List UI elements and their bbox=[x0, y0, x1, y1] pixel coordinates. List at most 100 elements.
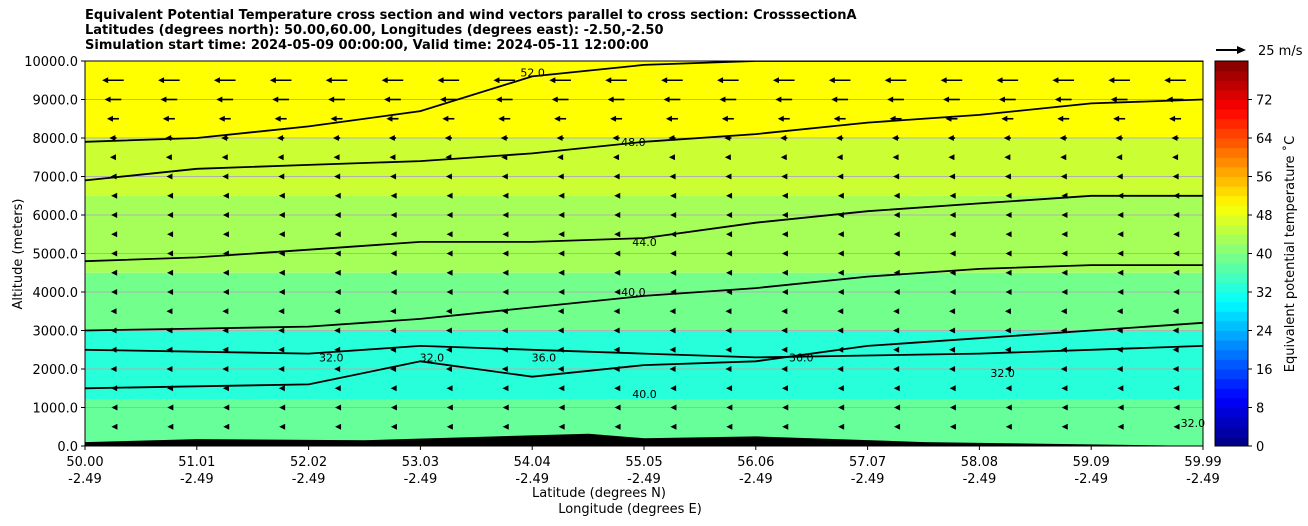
wind-vector-head bbox=[893, 212, 900, 218]
terrain-shape bbox=[85, 433, 1203, 446]
wind-vector-head bbox=[446, 192, 453, 199]
wind-vector bbox=[1005, 192, 1012, 199]
wind-vector bbox=[166, 346, 173, 353]
wind-vector bbox=[110, 366, 117, 372]
wind-vector-head bbox=[833, 115, 840, 122]
wind-vector bbox=[1060, 308, 1067, 315]
wind-vector-head bbox=[1057, 115, 1064, 122]
wind-vector-head bbox=[390, 423, 397, 430]
wind-vector bbox=[335, 404, 342, 411]
colorbar-swatch bbox=[1215, 388, 1248, 399]
wind-vector-head bbox=[782, 423, 789, 430]
y-tick-label: 2000.0 bbox=[33, 363, 79, 378]
wind-vector-head bbox=[1115, 135, 1122, 141]
contour-label: 44.0 bbox=[632, 236, 657, 249]
wind-vector-head bbox=[1060, 173, 1067, 180]
wind-vector bbox=[334, 269, 341, 276]
wind-vector-head bbox=[1060, 366, 1067, 372]
wind-vector bbox=[439, 96, 457, 103]
contour-32 bbox=[85, 344, 1203, 359]
wind-vector bbox=[612, 135, 620, 141]
wind-vector-head bbox=[554, 115, 561, 122]
wind-vector bbox=[111, 385, 118, 392]
wind-vector-head bbox=[386, 115, 393, 122]
wind-vector-head bbox=[1172, 327, 1179, 334]
colorbar-swatch bbox=[1215, 369, 1248, 380]
x-tick-label-lon: -2.49 bbox=[404, 472, 438, 487]
wind-vector-head bbox=[613, 308, 620, 315]
colorbar-swatch bbox=[1215, 311, 1248, 322]
y-tick-label: 5000.0 bbox=[33, 248, 79, 263]
wind-vector-head bbox=[949, 404, 956, 411]
wind-vector bbox=[334, 289, 341, 295]
wind-vector bbox=[501, 346, 508, 353]
wind-vector bbox=[1060, 173, 1067, 180]
wind-vector bbox=[1003, 135, 1011, 141]
wind-vector-head bbox=[437, 77, 444, 84]
wind-vector-head bbox=[1169, 115, 1176, 122]
wind-vector-head bbox=[110, 346, 117, 353]
wind-vector-head bbox=[334, 346, 341, 353]
wind-vector bbox=[390, 173, 397, 180]
wind-vector-head bbox=[613, 173, 620, 180]
wind-vector-head bbox=[1173, 231, 1180, 238]
wind-vector bbox=[167, 192, 174, 199]
theta-e-contours bbox=[85, 61, 1203, 390]
wind-vector bbox=[613, 327, 620, 334]
wind-vector-head bbox=[111, 289, 118, 295]
y-tick-label: 6000.0 bbox=[33, 209, 79, 224]
wind-vector-head bbox=[893, 308, 900, 315]
wind-vector-head bbox=[894, 404, 901, 411]
wind-vector bbox=[893, 269, 900, 276]
wind-vector bbox=[1116, 308, 1123, 315]
wind-vector-head bbox=[661, 77, 668, 84]
wind-vector bbox=[947, 135, 956, 141]
colorbar-swatch bbox=[1215, 166, 1248, 177]
wind-vector-head bbox=[222, 231, 229, 238]
wind-vector-head bbox=[669, 366, 676, 372]
wind-vector bbox=[1005, 385, 1012, 392]
wind-vector bbox=[837, 250, 844, 257]
wind-vector-head bbox=[334, 327, 341, 334]
wind-vector-head bbox=[670, 212, 677, 218]
wind-vector bbox=[110, 308, 117, 315]
wind-vector-head bbox=[1117, 250, 1124, 257]
wind-key-arrowhead bbox=[1237, 46, 1246, 54]
wind-vector bbox=[725, 308, 732, 315]
wind-vector bbox=[445, 154, 452, 161]
wind-vector-head bbox=[726, 423, 733, 430]
wind-vector bbox=[334, 366, 341, 372]
wind-vector bbox=[558, 231, 565, 238]
colorbar-tick-label: 48 bbox=[1256, 209, 1273, 224]
wind-vector-head bbox=[1173, 385, 1180, 392]
colorbar-swatch bbox=[1215, 349, 1248, 360]
wind-vector-head bbox=[278, 231, 285, 238]
wind-vector-head bbox=[949, 366, 956, 372]
wind-vector-head bbox=[446, 289, 453, 295]
wind-vector bbox=[614, 404, 621, 411]
wind-vector bbox=[500, 135, 508, 141]
wind-vector-head bbox=[781, 346, 788, 353]
wind-vector-head bbox=[390, 308, 397, 315]
wind-vector-head bbox=[614, 289, 621, 295]
wind-vector-head bbox=[111, 423, 118, 430]
wind-vector bbox=[726, 192, 733, 199]
wind-vector bbox=[1166, 96, 1184, 103]
contour-label: 48.0 bbox=[621, 136, 646, 149]
wind-vector-head bbox=[891, 135, 898, 141]
wind-vector bbox=[167, 289, 174, 295]
wind-vector bbox=[104, 96, 122, 103]
wind-vector bbox=[278, 250, 285, 257]
wind-vector bbox=[1061, 423, 1068, 430]
y-tick-label: 3000.0 bbox=[33, 325, 79, 340]
wind-vector bbox=[334, 212, 341, 218]
wind-vector bbox=[334, 231, 341, 238]
wind-vector-head bbox=[166, 173, 173, 180]
wind-vector bbox=[442, 115, 455, 122]
wind-vector-head bbox=[274, 115, 281, 122]
wind-vector bbox=[557, 154, 564, 161]
wind-vector-head bbox=[110, 173, 117, 180]
wind-vector-head bbox=[717, 77, 724, 84]
wind-vector bbox=[102, 77, 124, 84]
wind-vector-head bbox=[669, 346, 676, 353]
